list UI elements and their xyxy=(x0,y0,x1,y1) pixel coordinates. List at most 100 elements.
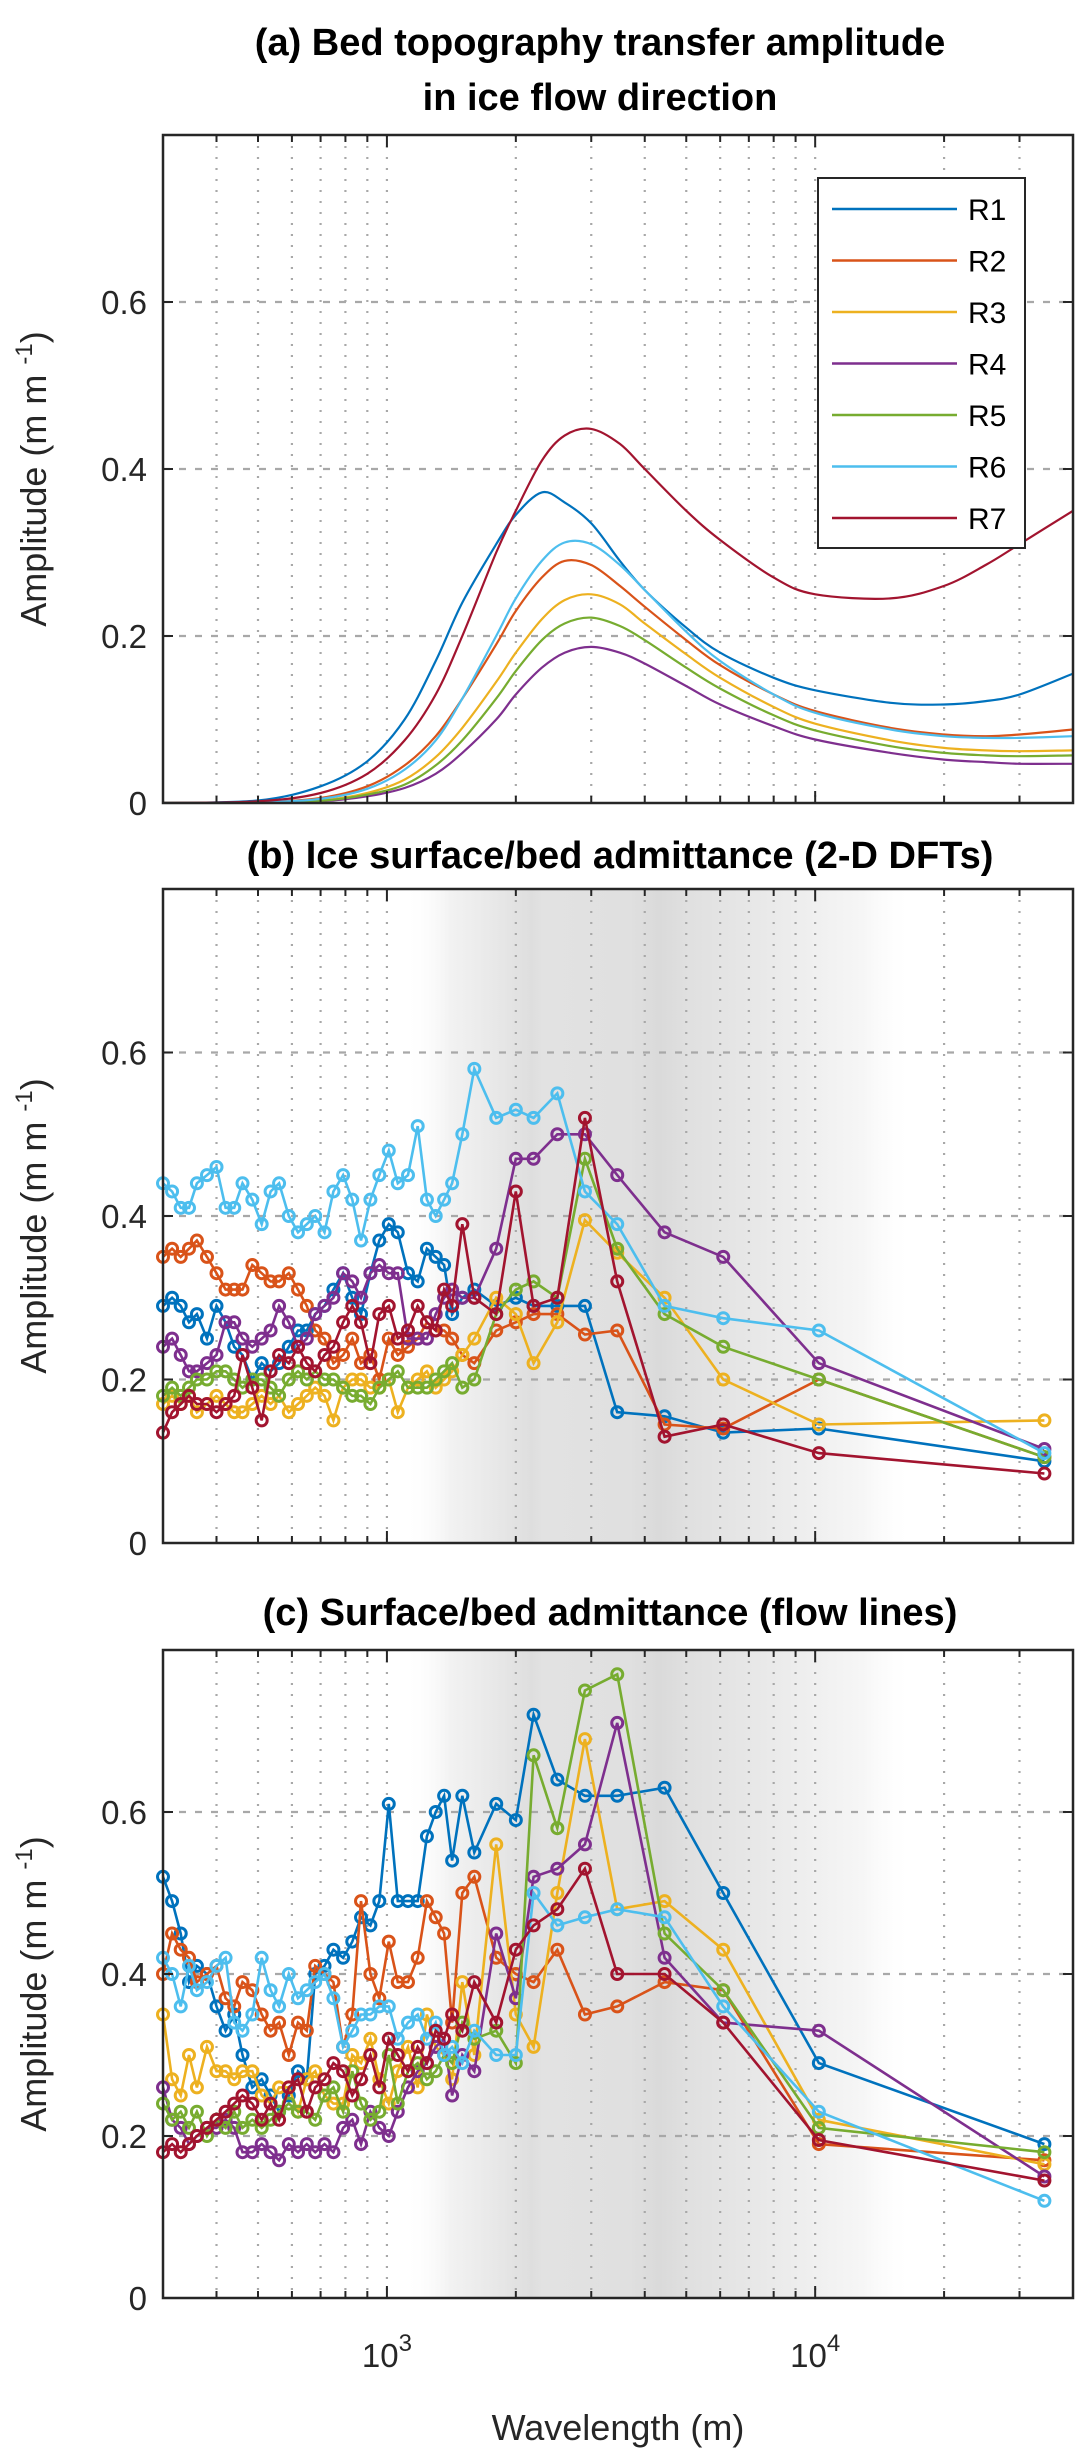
data-point-R5 xyxy=(716,1339,731,1354)
data-point-R3 xyxy=(419,2007,434,2022)
data-point-R6 xyxy=(577,1910,592,1925)
ylabel-superscript: -1 xyxy=(11,343,38,364)
data-point-R1 xyxy=(218,2023,233,2038)
data-point-R7 xyxy=(199,1397,214,1412)
data-point-R6 xyxy=(173,1999,188,2014)
data-point-R5 xyxy=(455,1380,470,1395)
data-point-R6 xyxy=(489,2048,504,2062)
data-point-R6 xyxy=(354,2007,369,2022)
data-point-R1 xyxy=(199,1331,214,1346)
data-point-R1 xyxy=(428,1249,443,1264)
data-point-R7 xyxy=(354,2072,369,2087)
data-point-R5 xyxy=(811,1372,826,1387)
data-point-R7 xyxy=(235,1347,250,1362)
data-point-R4 xyxy=(390,2104,405,2119)
data-point-R7 xyxy=(317,2072,332,2087)
y-tick-label: 0.6 xyxy=(101,284,147,321)
data-point-R1 xyxy=(437,1788,452,1803)
data-point-R2 xyxy=(245,1983,260,1998)
data-point-R1 xyxy=(336,1950,351,1965)
data-point-R2 xyxy=(272,2015,287,2030)
data-point-R2 xyxy=(419,1894,434,1909)
data-point-R7 xyxy=(345,1298,360,1313)
data-point-R7 xyxy=(508,1184,523,1199)
data-point-R7 xyxy=(381,1298,396,1313)
data-point-R7 xyxy=(657,1967,672,1981)
data-point-R2 xyxy=(345,2007,360,2022)
y-tick-label: 0 xyxy=(129,785,147,822)
data-point-R7 xyxy=(1037,1466,1052,1481)
data-point-R4 xyxy=(363,1266,378,1281)
data-point-R7 xyxy=(281,2080,296,2095)
data-point-R2 xyxy=(209,1266,224,1281)
data-point-R3 xyxy=(410,1372,425,1387)
data-point-R1 xyxy=(428,1805,443,1819)
data-point-R5 xyxy=(508,2056,523,2071)
data-point-R7 xyxy=(281,1356,296,1371)
panel-c-grid xyxy=(163,1650,1073,2298)
data-point-R4 xyxy=(254,1331,269,1346)
data-point-R7 xyxy=(165,2137,180,2152)
data-point-R6 xyxy=(508,2048,523,2062)
data-point-R4 xyxy=(254,2137,269,2152)
y-tick-label: 0.6 xyxy=(101,1035,147,1072)
data-point-R4 xyxy=(811,1356,826,1371)
data-point-R5 xyxy=(326,1372,341,1387)
data-point-R7 xyxy=(428,2023,443,2038)
data-point-R5 xyxy=(363,1397,378,1412)
panel-a-ytick-labels: 0 0.2 0.4 0.6 xyxy=(101,284,147,822)
data-point-R1 xyxy=(455,1788,470,1803)
data-point-R1 xyxy=(716,1886,731,1900)
data-point-R6 xyxy=(308,1209,323,1223)
data-point-R6 xyxy=(445,2039,460,2054)
data-point-R6 xyxy=(326,1991,341,2006)
data-point-R6 xyxy=(428,2015,443,2030)
data-point-R4 xyxy=(308,2145,323,2160)
data-point-R4 xyxy=(308,1307,323,1322)
data-point-R5 xyxy=(419,1380,434,1395)
data-point-R7 xyxy=(410,2039,425,2054)
data-point-R6 xyxy=(189,1176,204,1191)
data-point-R2 xyxy=(317,1331,332,1346)
panel-c-series xyxy=(156,1667,1052,2208)
data-point-R1 xyxy=(209,1999,224,2014)
data-point-R3 xyxy=(245,2064,260,2079)
data-point-R2 xyxy=(657,1975,672,1990)
series-line-R4 xyxy=(163,645,1073,803)
data-point-R3 xyxy=(1037,1413,1052,1428)
data-point-R3 xyxy=(189,2080,204,2095)
legend-label-R7: R7 xyxy=(968,503,1006,536)
data-point-R2 xyxy=(254,1266,269,1281)
data-point-R1 xyxy=(419,1241,434,1256)
data-point-R1 xyxy=(173,1298,188,1313)
data-point-R3 xyxy=(281,1405,296,1420)
y-tick-label: 0.2 xyxy=(101,1362,147,1399)
data-point-R7 xyxy=(363,1356,378,1371)
data-point-R6 xyxy=(381,1143,396,1158)
y-tick-label: 0.2 xyxy=(101,618,147,655)
data-point-R6 xyxy=(489,1110,504,1125)
data-point-R6 xyxy=(363,1192,378,1207)
series-line-R6 xyxy=(163,1889,1045,2203)
data-point-R7 xyxy=(336,2064,351,2079)
data-point-R6 xyxy=(209,1159,224,1174)
data-point-R2 xyxy=(165,1926,180,1941)
data-point-R6 xyxy=(254,1950,269,1965)
data-point-R6 xyxy=(245,1192,260,1207)
data-point-R2 xyxy=(281,1266,296,1281)
data-point-R6 xyxy=(437,1192,452,1207)
panel-a-ylabel: Amplitude (m m -1) xyxy=(11,331,54,626)
data-point-R5 xyxy=(610,1667,625,1682)
data-point-R6 xyxy=(181,1958,196,1973)
data-point-R5 xyxy=(245,2112,260,2127)
data-point-R6 xyxy=(227,2015,242,2030)
data-point-R2 xyxy=(227,1282,242,1297)
ylabel-text: Amplitude (m m xyxy=(13,1870,54,2132)
data-point-R4 xyxy=(354,1290,369,1305)
data-point-R6 xyxy=(336,2039,351,2054)
panel-b-ticks xyxy=(163,889,1073,1544)
data-point-R3 xyxy=(526,2039,541,2054)
data-point-R6 xyxy=(181,1200,196,1215)
data-point-R6 xyxy=(410,1119,425,1134)
data-point-R4 xyxy=(550,1861,565,1876)
